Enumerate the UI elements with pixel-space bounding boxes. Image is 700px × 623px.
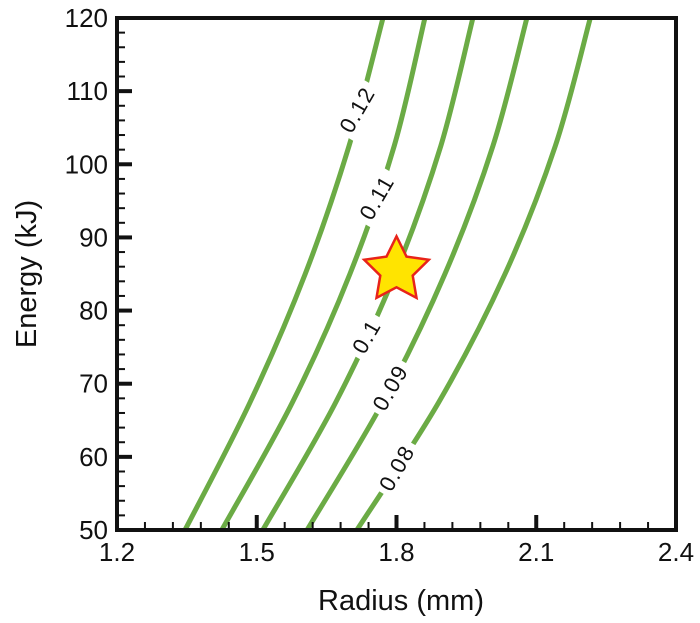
y-tick-label: 110 xyxy=(67,76,108,106)
star-marker xyxy=(361,233,432,301)
contour-label-mask xyxy=(343,309,389,363)
y-tick-label: 50 xyxy=(79,515,108,545)
contour-label-group: 0.12 xyxy=(331,77,383,142)
x-tick-label: 1.2 xyxy=(99,537,135,567)
y-tick-label: 90 xyxy=(79,222,108,252)
y-tick-label: 70 xyxy=(79,369,108,399)
plot-border xyxy=(115,16,678,532)
contour-label-group: 0.08 xyxy=(370,436,423,500)
y-tick-label: 60 xyxy=(79,442,108,472)
contour-label-mask xyxy=(331,77,383,142)
x-axis-title: Radius (mm) xyxy=(318,585,484,617)
x-tick-label: 2.4 xyxy=(658,537,694,567)
ticks-group xyxy=(118,31,650,529)
contour-label-mask xyxy=(364,355,416,420)
contour-label-mask xyxy=(370,436,423,500)
contour-line-0.09 xyxy=(304,18,530,530)
contour-label-mask xyxy=(350,165,403,229)
contour-label-group: 0.11 xyxy=(350,165,403,229)
x-tick-label: 1.8 xyxy=(378,537,414,567)
contour-label-group: 0.1 xyxy=(343,309,389,363)
x-tick-label: 2.1 xyxy=(518,537,554,567)
y-tick-label: 80 xyxy=(79,296,108,326)
contour-label-group: 0.09 xyxy=(364,355,416,420)
x-tick-label: 1.5 xyxy=(239,537,275,567)
contour-line-0.11 xyxy=(219,18,428,530)
y-tick-label: 120 xyxy=(65,3,108,33)
y-tick-label: 100 xyxy=(65,149,108,179)
y-axis-title: Energy (kJ) xyxy=(11,200,43,348)
